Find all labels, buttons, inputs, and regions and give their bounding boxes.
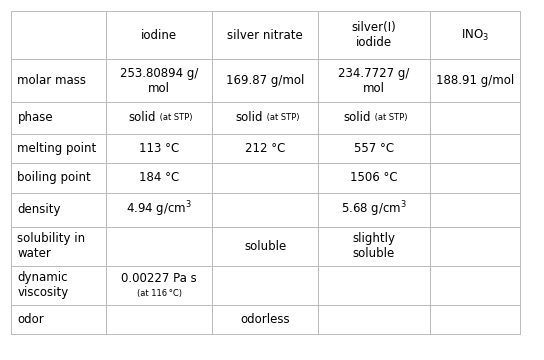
Bar	[212, 134, 318, 163]
Text: 188.91 g/mol: 188.91 g/mol	[436, 74, 514, 87]
Bar	[11, 266, 106, 305]
Text: 169.87 g/mol: 169.87 g/mol	[226, 74, 305, 87]
Bar	[11, 102, 106, 134]
Bar	[11, 11, 106, 59]
Text: slightly
soluble: slightly soluble	[353, 232, 395, 260]
Bar	[212, 11, 318, 59]
Bar	[212, 305, 318, 334]
Bar	[11, 193, 106, 227]
Bar	[11, 305, 106, 334]
Bar	[212, 102, 318, 134]
Text: (at STP): (at STP)	[264, 113, 299, 122]
Bar	[430, 59, 520, 102]
Bar	[430, 163, 520, 193]
Text: 212 °C: 212 °C	[245, 142, 286, 155]
Bar	[430, 227, 520, 266]
Bar	[318, 11, 430, 59]
Text: phase: phase	[17, 111, 53, 124]
Text: odorless: odorless	[240, 313, 290, 326]
Text: molar mass: molar mass	[17, 74, 86, 87]
Bar	[106, 102, 212, 134]
Bar	[11, 163, 106, 193]
Bar	[212, 59, 318, 102]
Bar	[106, 266, 212, 305]
Bar	[318, 266, 430, 305]
Text: 253.80894 g/
mol: 253.80894 g/ mol	[120, 67, 199, 95]
Text: (at STP): (at STP)	[158, 113, 193, 122]
Bar	[212, 227, 318, 266]
Text: solid: solid	[344, 111, 371, 124]
Bar	[11, 227, 106, 266]
Text: iodine: iodine	[141, 28, 177, 42]
Bar	[106, 305, 212, 334]
Bar	[106, 134, 212, 163]
Bar	[318, 134, 430, 163]
Bar	[318, 193, 430, 227]
Text: solid: solid	[235, 111, 263, 124]
Bar	[430, 193, 520, 227]
Text: 557 °C: 557 °C	[354, 142, 394, 155]
Text: (at STP): (at STP)	[372, 113, 408, 122]
Text: odor: odor	[17, 313, 44, 326]
Text: 5.68 g/cm$^3$: 5.68 g/cm$^3$	[341, 200, 407, 220]
Bar	[318, 102, 430, 134]
Text: INO$_3$: INO$_3$	[461, 28, 489, 42]
Text: boiling point: boiling point	[17, 171, 91, 184]
Text: silver(I)
iodide: silver(I) iodide	[351, 21, 397, 49]
Bar	[212, 163, 318, 193]
Text: 113 °C: 113 °C	[139, 142, 179, 155]
Text: solubility in
water: solubility in water	[17, 232, 85, 260]
Text: density: density	[17, 203, 61, 216]
Bar	[106, 227, 212, 266]
Text: 1506 °C: 1506 °C	[350, 171, 398, 184]
Text: 234.7727 g/
mol: 234.7727 g/ mol	[338, 67, 410, 95]
Bar	[430, 134, 520, 163]
Bar	[106, 11, 212, 59]
Bar	[106, 59, 212, 102]
Text: silver nitrate: silver nitrate	[227, 28, 303, 42]
Bar	[106, 163, 212, 193]
Text: (at 116 °C): (at 116 °C)	[137, 289, 182, 298]
Bar	[430, 11, 520, 59]
Bar	[430, 266, 520, 305]
Bar	[318, 59, 430, 102]
Text: 4.94 g/cm$^3$: 4.94 g/cm$^3$	[126, 200, 192, 220]
Text: melting point: melting point	[17, 142, 97, 155]
Bar	[212, 193, 318, 227]
Text: 184 °C: 184 °C	[139, 171, 179, 184]
Text: soluble: soluble	[244, 240, 286, 253]
Bar	[212, 266, 318, 305]
Text: 0.00227 Pa s: 0.00227 Pa s	[121, 272, 197, 285]
Bar	[11, 59, 106, 102]
Text: dynamic
viscosity: dynamic viscosity	[17, 271, 69, 299]
Bar	[430, 102, 520, 134]
Bar	[430, 305, 520, 334]
Bar	[318, 163, 430, 193]
Bar	[318, 305, 430, 334]
Text: solid: solid	[129, 111, 157, 124]
Bar	[11, 134, 106, 163]
Bar	[318, 227, 430, 266]
Bar	[106, 193, 212, 227]
